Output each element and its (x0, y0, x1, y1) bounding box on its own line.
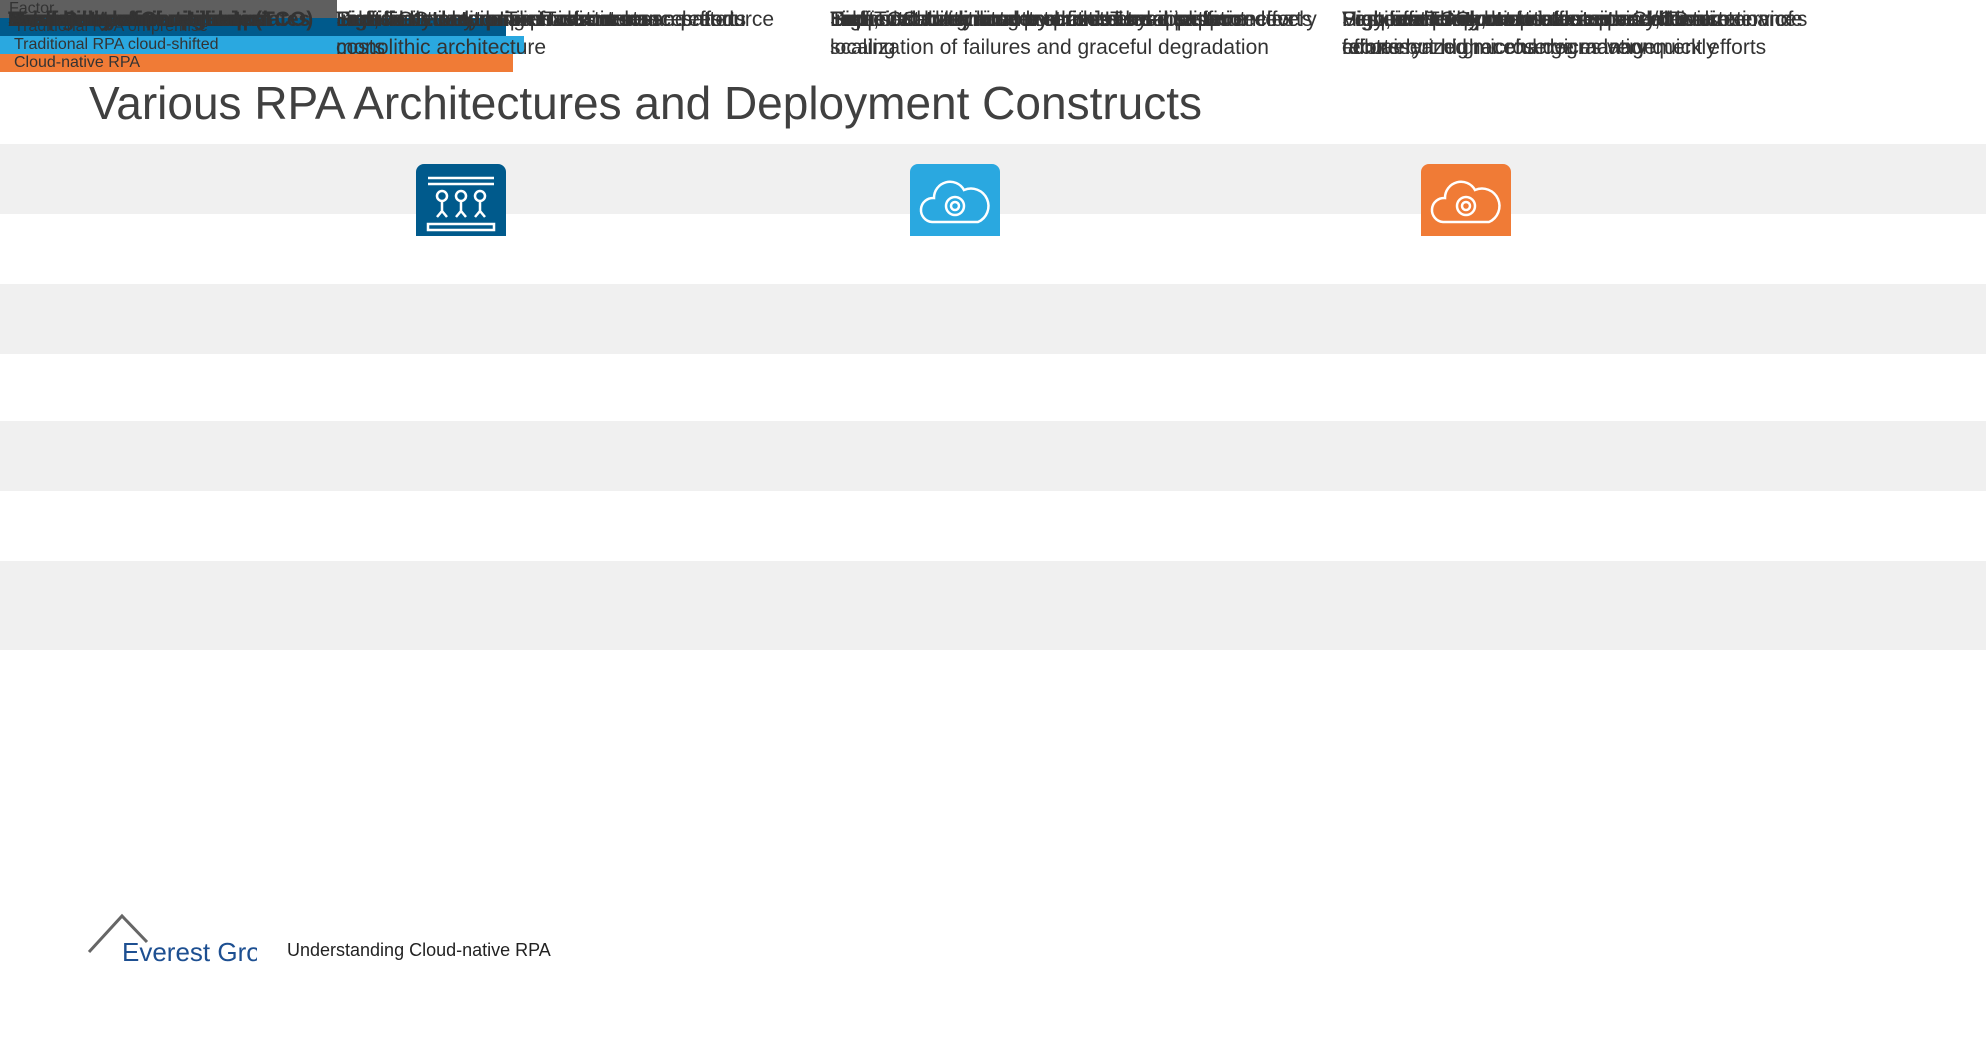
cloud-gear-icon (919, 180, 990, 224)
table-row: Management of upgrades Significant enterp… (0, 8, 1986, 354)
cell: High scalability but constrained by appl… (830, 8, 1304, 59)
cell: Significant enterprise IT maintenance ef… (336, 8, 747, 31)
cell: Inefficient (336, 8, 426, 31)
factor-cell: Issue resolution time (8, 8, 219, 31)
cell: Very low TCO due to efficient architectu… (1342, 8, 1729, 31)
icon-tab (1421, 164, 1511, 236)
cell: Low, limited by on-premises resources an… (336, 8, 735, 59)
table-row: Business continuity Limited by enterprise… (0, 8, 1986, 561)
factor-cell: Business continuity (8, 8, 208, 31)
cell: High efficiency due to containerized mic… (1342, 8, 1808, 31)
table-row: Availability and resilience Low, limited … (0, 8, 1986, 650)
factor-cell: Scalability (8, 8, 112, 31)
icon-tab (416, 164, 506, 236)
column-header: Traditional RPA on-premise (0, 18, 506, 36)
factor-cell: IT infrastructure utilization (8, 8, 273, 31)
factor-cell: Availability and resilience (8, 8, 264, 31)
table-row: Scalability Limited by on-premises resour… (0, 8, 1986, 144)
factor-cell: Management of upgrades (8, 8, 263, 31)
cell: Takes relatively longer to fix issues (336, 8, 660, 31)
cell: High, as it supports auto-recovery, loca… (1342, 8, 1794, 59)
icon-tab (910, 164, 1000, 236)
table-row: Issue resolution time Takes relatively lo… (0, 8, 1986, 421)
column-header: Cloud-native RPA (0, 54, 513, 72)
cell: Takes relatively longer to fix issues (830, 8, 1154, 31)
cell: High, including remote access and disast… (830, 8, 1317, 31)
cell: Faster resolution of issues (1342, 8, 1588, 31)
table-row: Total Cost of Ownership (TCO) High TCO du… (0, 8, 1986, 491)
brand: Everest Group (122, 937, 257, 966)
factor-cell: Frequency of product updates (8, 8, 311, 31)
cell: High, including remote access and disast… (1342, 8, 1743, 59)
title: Various RPA Architectures and Deployment… (89, 77, 1203, 129)
logo: Everest Group ® (87, 913, 257, 966)
column-header: Traditional RPA cloud-shifted (0, 36, 524, 54)
cell: High TCO due to IT infrastructure and re… (336, 8, 775, 59)
cell: Limited by enterprise investments (336, 8, 649, 31)
cloud-gear-icon (1430, 180, 1501, 224)
cell: Inefficient (830, 8, 920, 31)
factor-cell: Total Cost of Ownership (TCO) (8, 8, 314, 31)
cell: Limited to traditional product release p… (830, 8, 1240, 31)
robot-arm-icon (426, 176, 496, 232)
cell: Supports auto-recovery but does not supp… (830, 8, 1269, 59)
caption: Understanding Cloud-native RPA (287, 940, 551, 960)
cell: Significant reduction in enterprise IT m… (1342, 8, 1803, 59)
comparison-table: Factor Traditional RPA on-premise Traditio… (0, 0, 1986, 650)
cell: Limited to traditional product release p… (336, 8, 746, 31)
cell: High scalability, can scale up and down … (1342, 8, 1717, 59)
cell: Low TCO but limited by architectural ine… (830, 8, 1294, 31)
column-header: Factor (0, 0, 337, 18)
cell: Limited by on-premises resources (336, 8, 652, 31)
cell: Frequent product updates with CI/CD (1342, 8, 1689, 31)
cell: Some reduction in enterprise IT maintena… (830, 8, 1313, 31)
